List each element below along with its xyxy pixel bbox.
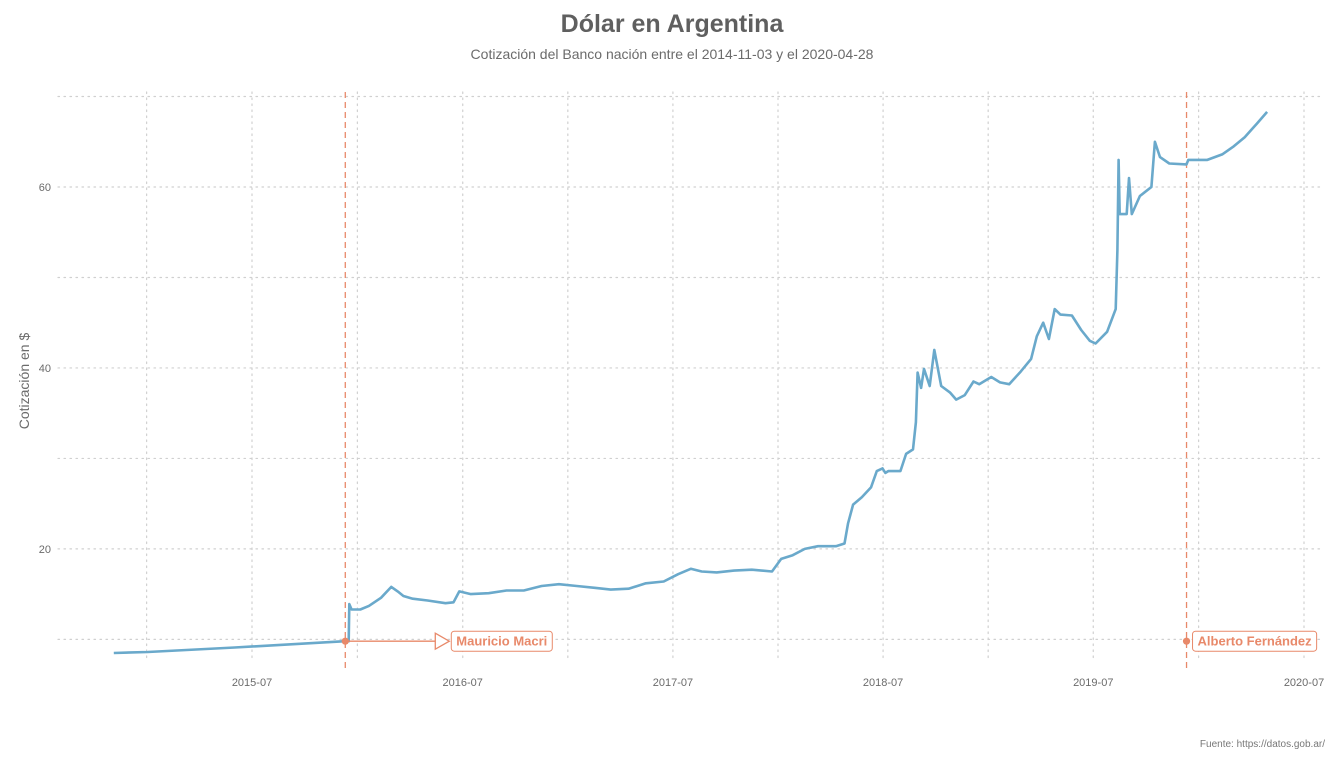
x-tick-label: 2019-07 — [1073, 677, 1113, 689]
series-line — [113, 111, 1269, 655]
x-tick-label: 2020-07 — [1284, 677, 1324, 689]
y-axis-ticks: 20 40 60 — [39, 182, 51, 556]
y-tick-label: 40 — [39, 363, 51, 375]
annotation-label: Alberto Fernández — [1198, 634, 1313, 649]
x-tick-label: 2017-07 — [653, 677, 693, 689]
x-axis-ticks: 2015-07 2016-07 2017-07 2018-07 2019-07 2020-… — [232, 677, 1324, 689]
y-tick-label: 20 — [39, 544, 51, 556]
x-tick-label: 2015-07 — [232, 677, 272, 689]
x-tick-label: 2016-07 — [443, 677, 483, 689]
annotation-label-box — [450, 630, 553, 652]
chart-title: Dólar en Argentina — [560, 10, 784, 38]
chart-caption: Fuente: https://datos.gob.ar/ — [1199, 739, 1325, 750]
y-tick-label: 60 — [39, 182, 51, 194]
chart-subtitle: Cotización del Banco nación entre el 201… — [470, 46, 874, 62]
annotation-lines — [344, 92, 1188, 670]
grid-lines — [57, 91, 1325, 663]
annotations-group: Mauricio Macri Alberto Fernández — [341, 630, 1318, 652]
annotation-point — [1182, 637, 1191, 645]
x-tick-label: 2018-07 — [863, 677, 903, 689]
annotation-label-box — [1192, 630, 1318, 652]
annotation-arrowhead — [434, 632, 451, 651]
series-group — [113, 111, 1269, 655]
annotation-label: Mauricio Macri — [456, 634, 547, 649]
y-axis-title: Cotización en $ — [16, 333, 32, 430]
